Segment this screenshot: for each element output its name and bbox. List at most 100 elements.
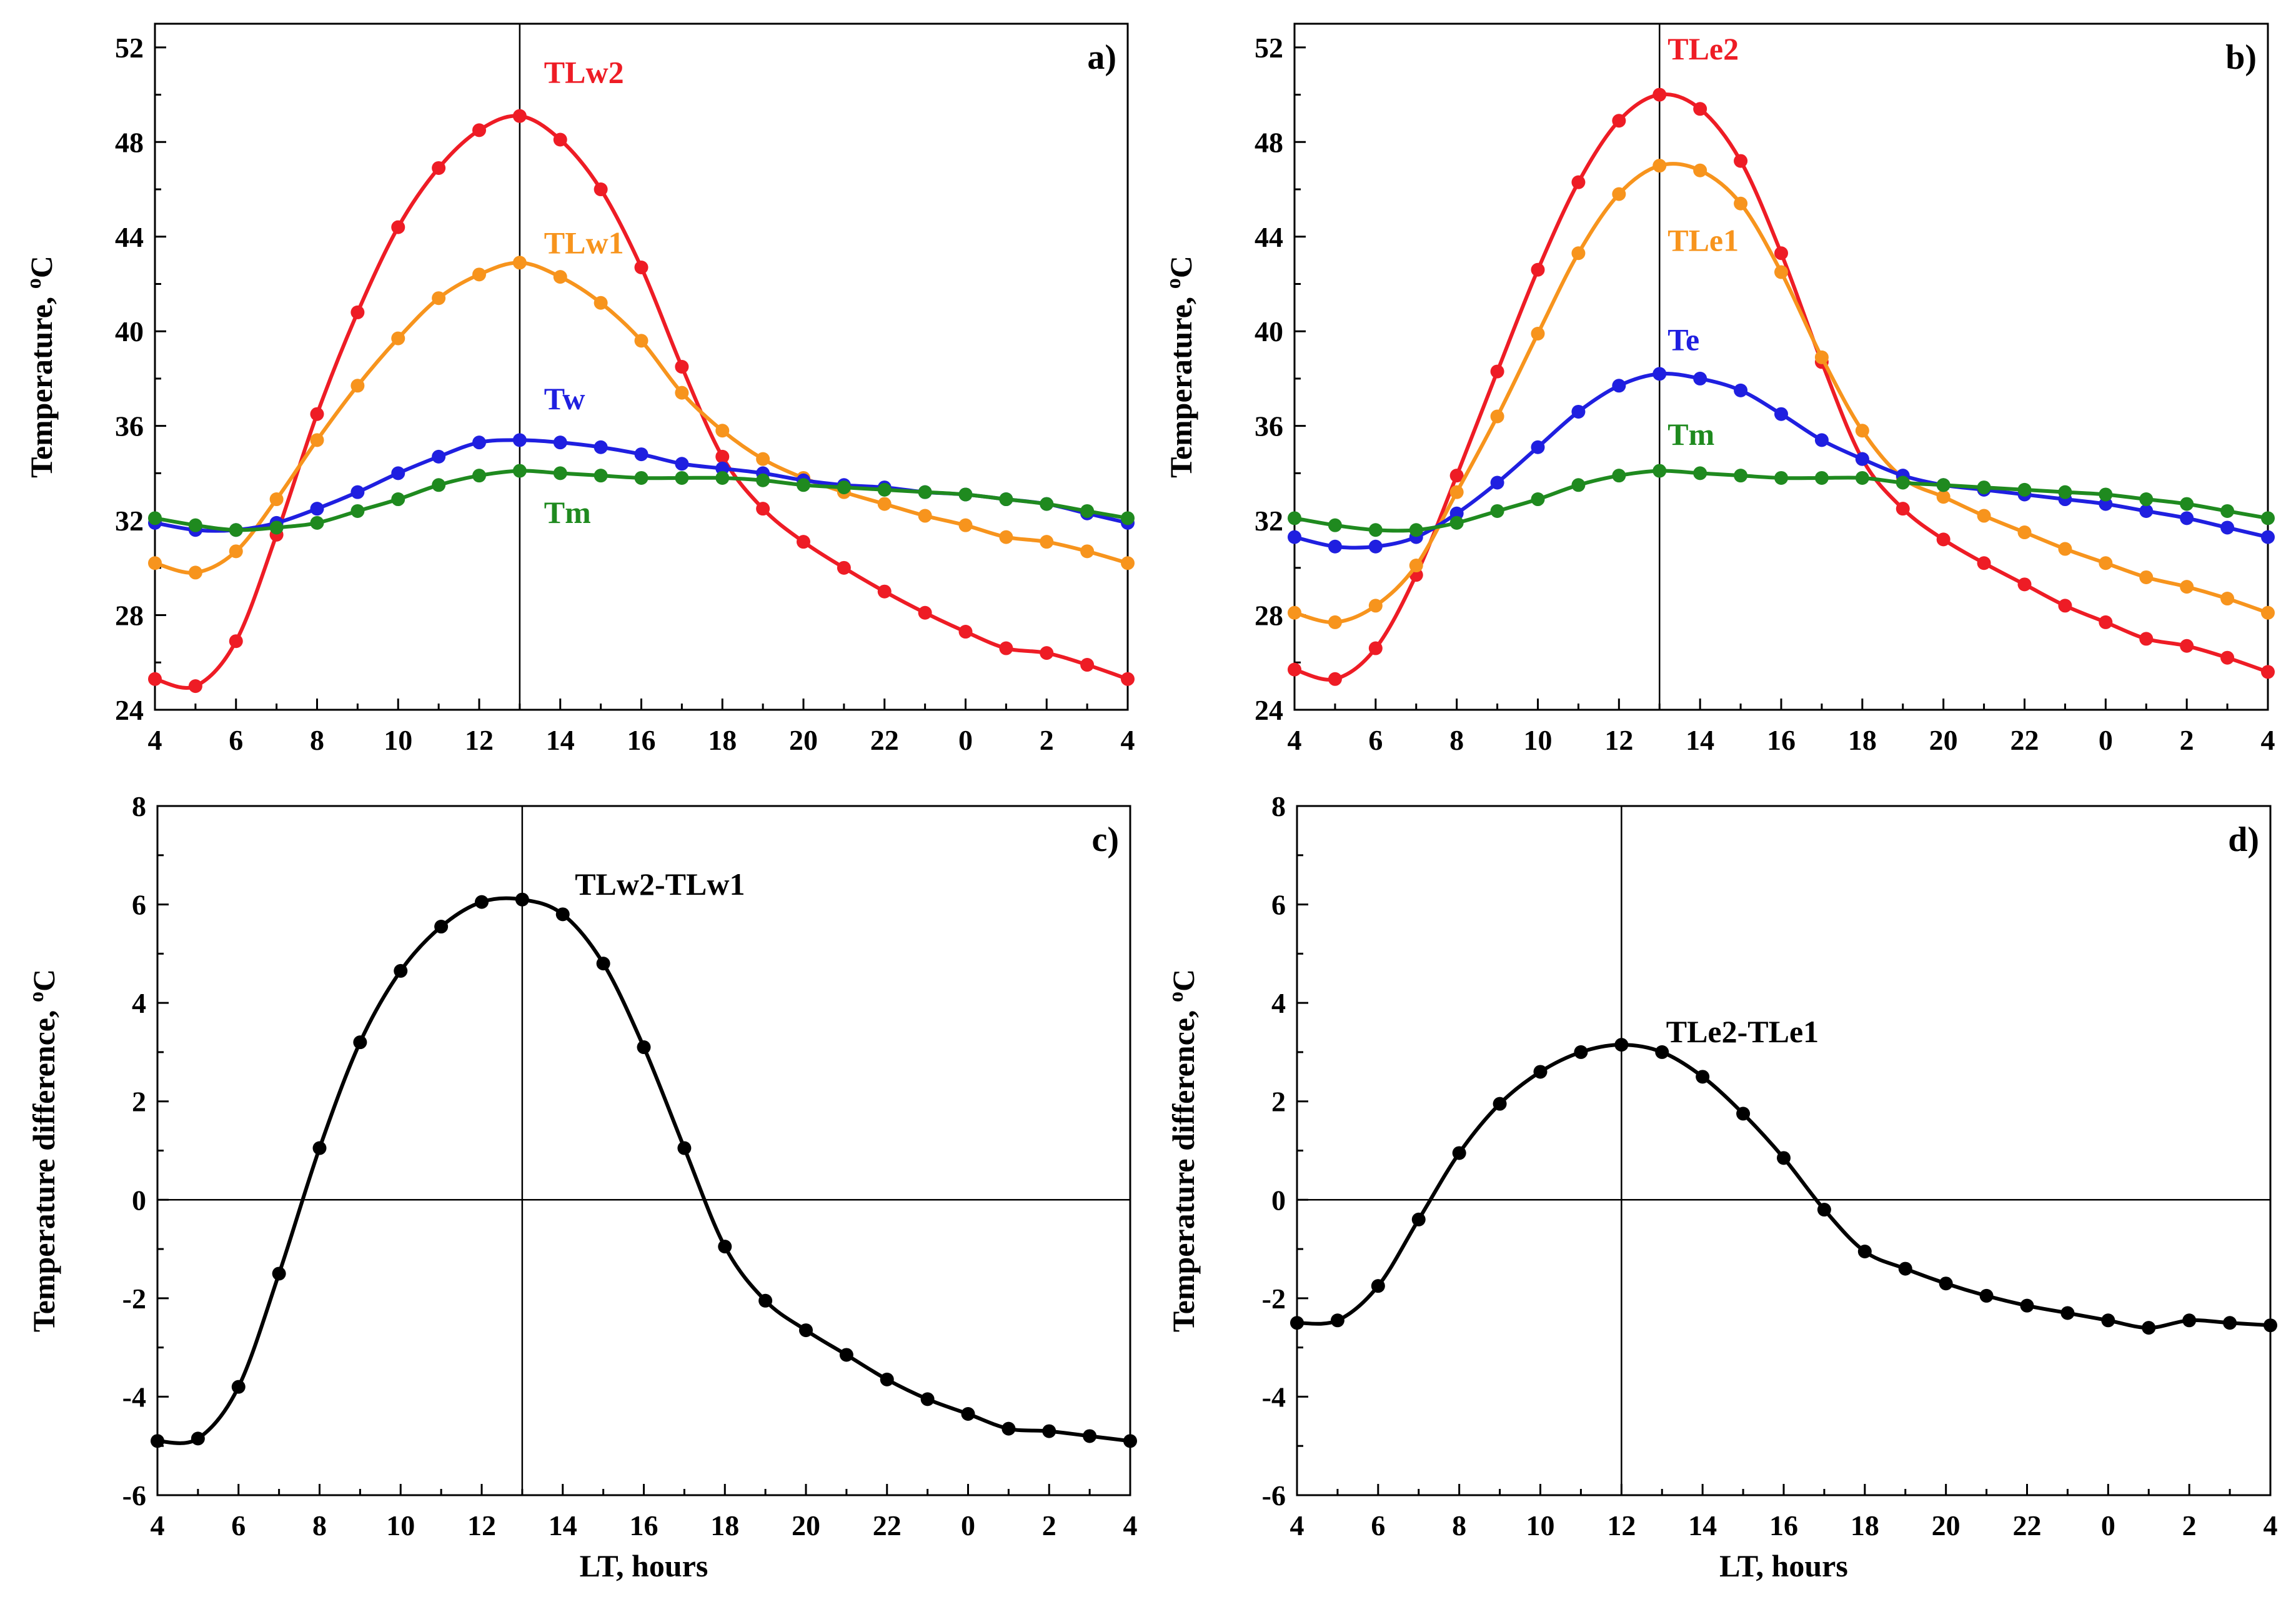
- x-tick-label: 4: [1290, 1510, 1305, 1541]
- panel-a-temperature-west: 4 6 8 10 12 14 16 18 20 22 0 2 42428323640444852Temp…: [22, 22, 1135, 756]
- data-point: [1531, 492, 1545, 507]
- y-tick-label: 40: [1255, 316, 1283, 347]
- data-point: [999, 641, 1013, 655]
- data-point: [594, 182, 608, 197]
- data-point: [1121, 556, 1135, 570]
- panel-label: c): [1091, 820, 1119, 859]
- y-axis-title-text: Temperature,: [24, 289, 59, 478]
- series-label: TLe1: [1667, 222, 1739, 257]
- series-label: TLw1: [544, 225, 624, 260]
- x-tick-label: 14: [546, 724, 575, 756]
- data-point: [1042, 1424, 1056, 1438]
- x-tick-label: 20: [789, 724, 818, 756]
- data-point: [350, 485, 365, 499]
- data-point: [715, 449, 730, 464]
- data-point: [918, 509, 932, 523]
- data-point: [1328, 672, 1342, 686]
- x-tick-label: 4: [1288, 724, 1302, 756]
- data-point: [1655, 1045, 1669, 1059]
- data-point: [432, 449, 446, 464]
- data-point: [1328, 615, 1342, 629]
- data-point: [1652, 87, 1667, 102]
- data-point: [269, 520, 284, 535]
- data-point: [2223, 1316, 2237, 1330]
- data-point: [2180, 497, 2194, 511]
- x-tick-label: 10: [386, 1510, 415, 1541]
- data-point: [1123, 1434, 1137, 1448]
- series-tle2-tle1: TLe2-TLe1: [1290, 1014, 2277, 1335]
- y-tick-label: 8: [1271, 790, 1286, 822]
- x-tick-label: 18: [1851, 1510, 1879, 1541]
- data-point: [1736, 1107, 1751, 1121]
- data-point: [1001, 1421, 1016, 1436]
- data-point: [1977, 556, 1991, 570]
- y-tick-label: 2: [132, 1086, 146, 1118]
- data-point: [1857, 1245, 1872, 1259]
- data-point: [1612, 114, 1626, 128]
- data-point: [391, 220, 405, 234]
- y-axis-title: Temperature difference, oC: [25, 969, 61, 1332]
- data-point: [432, 291, 446, 306]
- x-tick-label: 10: [1526, 1510, 1555, 1541]
- data-point: [269, 492, 284, 507]
- data-point: [1490, 409, 1504, 424]
- y-tick-label: 24: [115, 694, 144, 726]
- data-point: [1571, 175, 1586, 189]
- y-tick-label: 2: [1271, 1086, 1286, 1118]
- y-tick-label: 0: [132, 1184, 146, 1216]
- data-point: [715, 424, 730, 438]
- x-tick-label: 0: [961, 1510, 975, 1541]
- x-tick-label: 2: [1042, 1510, 1056, 1541]
- data-point: [188, 518, 202, 532]
- data-point: [1411, 1212, 1426, 1226]
- x-tick-label: 8: [1452, 1510, 1466, 1541]
- data-point: [1774, 265, 1788, 279]
- data-point: [1814, 470, 1829, 485]
- y-tick-label: 0: [1271, 1184, 1286, 1216]
- x-tick-label: 8: [310, 724, 324, 756]
- data-point: [715, 470, 730, 485]
- data-point: [1693, 371, 1707, 386]
- x-tick-label: 0: [2101, 1510, 2115, 1541]
- data-point: [958, 487, 973, 502]
- x-tick-label: 22: [2013, 1510, 2042, 1541]
- data-point: [1936, 478, 1951, 492]
- data-point: [2060, 1306, 2075, 1320]
- series-te: Te: [1288, 322, 2275, 554]
- data-point: [1936, 532, 1951, 547]
- data-point: [310, 433, 324, 447]
- data-point: [675, 457, 689, 471]
- data-point: [2139, 504, 2154, 518]
- series-label: Tm: [1667, 417, 1714, 452]
- data-point: [877, 497, 892, 511]
- data-point: [1531, 440, 1545, 454]
- data-point: [1409, 523, 1423, 537]
- data-point: [2261, 530, 2275, 544]
- data-point: [837, 480, 851, 495]
- data-point: [350, 379, 365, 393]
- data-point: [797, 478, 810, 492]
- data-point: [310, 515, 324, 530]
- series-line: [1294, 92, 2269, 682]
- data-point: [151, 1434, 164, 1448]
- data-point: [1531, 326, 1545, 341]
- data-point: [1693, 163, 1707, 177]
- data-point: [2058, 542, 2072, 556]
- series-label: Tm: [544, 495, 591, 530]
- data-point: [1817, 1203, 1831, 1217]
- data-point: [350, 305, 365, 319]
- data-point: [1734, 196, 1748, 211]
- data-point: [148, 556, 162, 570]
- x-tick-label: 16: [630, 1510, 658, 1541]
- data-point: [553, 435, 567, 450]
- data-point: [958, 625, 973, 639]
- data-point: [2180, 639, 2194, 653]
- x-tick-label: 14: [1688, 1510, 1717, 1541]
- data-point: [1774, 407, 1788, 421]
- data-point: [1652, 159, 1667, 173]
- data-point: [920, 1392, 935, 1406]
- x-tick-label: 4: [1123, 1510, 1138, 1541]
- y-axis-unit-c: C: [1163, 256, 1198, 278]
- data-point: [2017, 525, 2032, 540]
- data-point: [2139, 632, 2154, 646]
